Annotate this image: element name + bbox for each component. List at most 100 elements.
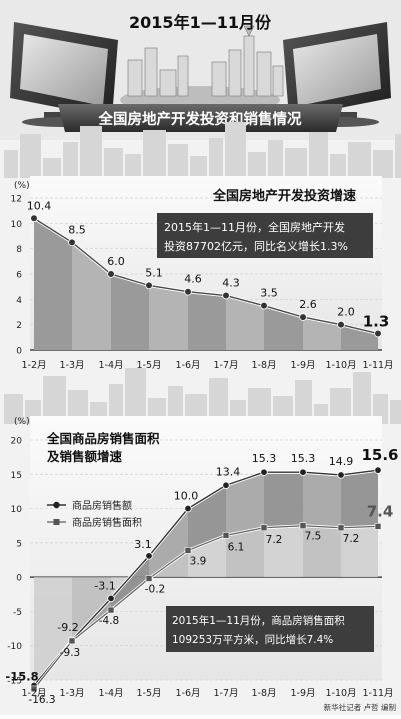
header-subtitle: 全国房地产开发投资和销售情况 bbox=[98, 110, 302, 128]
chart2-sales-amount-label: 10.0 bbox=[174, 490, 199, 503]
chart1-annotation-line1: 2015年1—11月份，全国房地产开发 bbox=[164, 220, 345, 234]
sales-growth-chart: -15.8 -9.2 -3.1 3.1 10.0 13.4 15.3 15.3 14.9 15.6… bbox=[4, 368, 401, 706]
skyline-building bbox=[43, 376, 66, 424]
chart1-xtick-label: 1-2月 bbox=[21, 360, 46, 371]
chart2-sales-area-label: 7.4 bbox=[367, 502, 394, 520]
chart1-data-label: 1.3 bbox=[363, 313, 390, 331]
chart2-area-band-segment bbox=[264, 472, 303, 528]
chart2-sales-amount-label: -9.2 bbox=[57, 621, 78, 634]
chart2-area-lower-segment bbox=[34, 577, 72, 689]
chart2-annotation-line2: 109253万平方米，同比增长7.4% bbox=[172, 633, 333, 646]
chart2-sales-area-label: -4.8 bbox=[99, 615, 120, 627]
chart1-point bbox=[337, 320, 345, 329]
chart2-sales-amount-label: 14.9 bbox=[329, 455, 354, 468]
chart1-line bbox=[30, 214, 382, 338]
city-buildings-icon bbox=[127, 25, 284, 97]
chart1-xtick-label: 1-10月 bbox=[325, 360, 356, 371]
chart1-xtick-label: 1-3月 bbox=[59, 360, 84, 371]
chart2-sales-area-point bbox=[374, 523, 382, 530]
skyline-building bbox=[330, 154, 346, 178]
chart2-sales-amount-point bbox=[222, 481, 230, 489]
skyline-building bbox=[109, 384, 123, 424]
chart1-point bbox=[30, 214, 38, 223]
chart2-ytick-label: 15 bbox=[11, 471, 22, 481]
chart2-ytick-label: -10 bbox=[7, 642, 22, 652]
skyline-building bbox=[209, 378, 228, 424]
skyline-building bbox=[43, 158, 61, 178]
chart2-ytick-label: -15 bbox=[7, 677, 22, 687]
chart2-sales-area-point bbox=[222, 532, 230, 539]
investment-growth-chart: 10.4 8.5 6.0 5.1 4.6 4.3 3.5 2.6 2.0 1.3 0 2 4 6 8 10 1… bbox=[4, 122, 401, 371]
chart2-sales-area-point bbox=[260, 524, 268, 532]
chart1-data-label: 2.0 bbox=[337, 306, 355, 319]
chart1-ytick-label: 4 bbox=[16, 296, 22, 306]
chart2-sales-area-label: 7.5 bbox=[305, 531, 322, 543]
footer-credit: 新华社记者 卢哲 编制 bbox=[324, 702, 396, 712]
chart1-data-label: 10.4 bbox=[27, 199, 52, 212]
skyline-building bbox=[4, 394, 23, 424]
chart1-ytick-label: 10 bbox=[11, 220, 23, 230]
chart2-sales-area-point bbox=[30, 685, 38, 693]
chart2-sales-area-label: 6.1 bbox=[228, 541, 245, 553]
skyline-building bbox=[63, 142, 78, 178]
skyline-building bbox=[168, 386, 183, 424]
chart2-area-band-segment bbox=[341, 470, 378, 528]
chart2-sales-area-line bbox=[33, 525, 379, 690]
skyline-building bbox=[330, 388, 351, 424]
chart2-area-band-segment bbox=[303, 472, 341, 528]
chart2-sales-amount-label: 3.1 bbox=[134, 538, 152, 551]
skyline-building bbox=[68, 390, 88, 424]
chart1-annotation-line2: 投资87702亿元，同比名义增长1.3% bbox=[164, 239, 348, 253]
legend-sales-area-label: 商品房销售面积 bbox=[72, 516, 142, 529]
chart2-skyline-decoration bbox=[4, 368, 401, 424]
chart1-ytick-label: 2 bbox=[16, 321, 22, 331]
header-decoration: 2015年1—11月份 全国房地产开发投资和销售情况 bbox=[0, 0, 401, 140]
chart1-point bbox=[260, 301, 268, 310]
skyline-building bbox=[395, 134, 401, 178]
chart2-sales-amount-label: -3.1 bbox=[94, 579, 115, 592]
chart2-xtick-label: 1-3月 bbox=[59, 688, 84, 699]
skyline-building bbox=[143, 130, 166, 178]
chart2-xtick-label: 1-2月 bbox=[21, 688, 46, 699]
chart2-xtick-label: 1-7月 bbox=[213, 688, 238, 699]
chart1-area bbox=[34, 218, 378, 350]
chart2-ylabel: (%) bbox=[14, 417, 30, 427]
chart1-skyline-decoration bbox=[4, 122, 401, 178]
skyline-building bbox=[20, 134, 41, 178]
chart1-title: 全国房地产开发投资增速 bbox=[212, 188, 356, 204]
chart2-area-lower-segment bbox=[188, 535, 226, 578]
chart2-area-band-segment bbox=[149, 508, 188, 579]
chart2-sales-area-point bbox=[299, 522, 307, 530]
chart2-area-lower-segment bbox=[264, 525, 303, 578]
chart1-point bbox=[184, 287, 192, 296]
skyline-building bbox=[209, 138, 223, 178]
skyline-building bbox=[104, 148, 123, 178]
chart1-ytick-label: 8 bbox=[16, 245, 22, 255]
chart2-xtick-label: 1-9月 bbox=[290, 688, 315, 699]
chart1-area-segment bbox=[188, 291, 226, 350]
chart2-area-lower-segment bbox=[341, 526, 378, 578]
chart2-sales-area-point bbox=[337, 524, 345, 532]
chart1-xtick-label: 1-7月 bbox=[213, 360, 238, 371]
chart1-data-label: 4.3 bbox=[222, 277, 240, 290]
skyline-building bbox=[348, 142, 371, 178]
chart1-point bbox=[299, 313, 307, 321]
chart1-data-label: 3.5 bbox=[260, 287, 278, 300]
chart2-sales-amount-point bbox=[299, 468, 307, 476]
chart1-data-label: 6.0 bbox=[107, 255, 125, 268]
chart2-area-band-segment bbox=[226, 472, 264, 536]
chart1-xtick-label: 1-4月 bbox=[98, 360, 123, 371]
skyline-building bbox=[190, 156, 207, 178]
chart1-area-segment bbox=[72, 242, 111, 350]
chart2-title-line1: 全国商品房销售面积 bbox=[46, 431, 160, 446]
chart2-sales-area-point bbox=[68, 637, 76, 645]
chart2-sales-area-label: 7.2 bbox=[266, 534, 283, 546]
chart2-area-lower-segment bbox=[226, 527, 264, 578]
skyline-building bbox=[125, 154, 141, 178]
chart1-series-line bbox=[33, 217, 379, 335]
chart1-xtick-label: 1-5月 bbox=[136, 360, 161, 371]
chart1-data-label: 4.6 bbox=[184, 273, 202, 286]
chart2-legend: 商品房销售额 商品房销售面积 bbox=[47, 499, 142, 529]
chart1-point bbox=[222, 291, 230, 300]
chart1-point bbox=[374, 329, 382, 338]
